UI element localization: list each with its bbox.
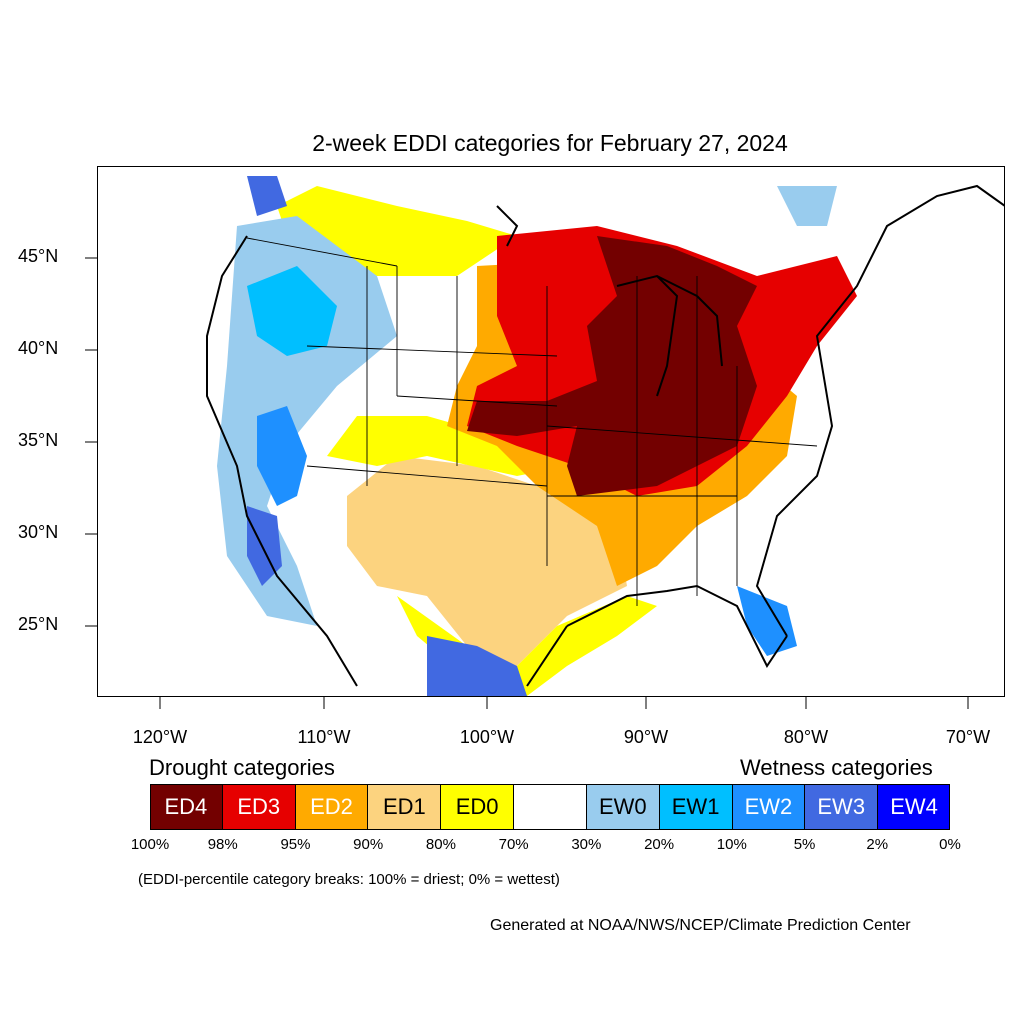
lat-label-45: 45°N (18, 246, 59, 266)
ew1-region-west (247, 266, 337, 356)
lon-label-70: 70°W (945, 727, 991, 747)
legend-break-label: 70% (498, 836, 529, 853)
legend-break-label: 95% (280, 836, 311, 853)
category-note: (EDDI-percentile category breaks: 100% =… (138, 871, 560, 888)
legend-cell-ew2: EW2 (732, 784, 806, 830)
lat-label-30: 30°N (18, 522, 59, 542)
legend-colorbar: ED4 ED3 ED2 ED1 ED0 EW0 EW1 EW2 EW3 EW4 (150, 784, 950, 830)
ew-region-fl (737, 586, 797, 656)
legend-break-label: 30% (571, 836, 602, 853)
legend-cell-ew4: EW4 (878, 784, 950, 830)
legend-cell-ed1: ED1 (368, 784, 442, 830)
legend-break-label: 100% (130, 836, 170, 853)
legend-break-label: 0% (939, 836, 961, 853)
legend-cell-neutral (514, 784, 587, 830)
wetness-categories-title: Wetness categories (740, 755, 933, 780)
lon-label-120: 120°W (132, 727, 188, 747)
legend-break-label: 90% (353, 836, 384, 853)
lat-label-25: 25°N (18, 614, 59, 634)
legend-break-label: 98% (207, 836, 238, 853)
legend-cell-ed3: ED3 (222, 784, 296, 830)
ew2-region-west (257, 406, 307, 506)
legend-cell-ed0: ED0 (441, 784, 515, 830)
legend-cell-ew1: EW1 (659, 784, 733, 830)
ed1-region (347, 456, 627, 666)
lat-label-35: 35°N (18, 430, 59, 450)
legend-break-label: 10% (716, 836, 747, 853)
eddi-map (97, 166, 1005, 697)
lon-label-80: 80°W (783, 727, 829, 747)
ew-region-ne (777, 186, 837, 226)
coastlines (206, 184, 1005, 687)
legend-cell-ed4: ED4 (150, 784, 223, 830)
state-boundaries (246, 237, 818, 606)
legend-break-label: 20% (644, 836, 675, 853)
ew-region-sw (427, 636, 527, 696)
drought-categories-title: Drought categories (149, 755, 335, 780)
lon-label-110: 110°W (297, 727, 351, 747)
legend-cell-ed2: ED2 (295, 784, 369, 830)
ed0-region-south (327, 416, 567, 476)
ed4-region (467, 236, 757, 496)
lon-label-100: 100°W (459, 727, 515, 747)
legend-break-label: 5% (793, 836, 816, 853)
lat-label-40: 40°N (18, 338, 59, 358)
legend-break-label: 2% (866, 836, 889, 853)
map-title: 2-week EDDI categories for February 27, … (312, 130, 788, 156)
ew3-region-west (247, 506, 282, 586)
legend-cell-ew3: EW3 (805, 784, 879, 830)
ew-region-nw (247, 176, 287, 216)
legend-cell-ew0: EW0 (586, 784, 660, 830)
legend-break-label: 80% (425, 836, 456, 853)
credit-line: Generated at NOAA/NWS/NCEP/Climate Predi… (490, 917, 911, 934)
lon-label-90: 90°W (623, 727, 669, 747)
